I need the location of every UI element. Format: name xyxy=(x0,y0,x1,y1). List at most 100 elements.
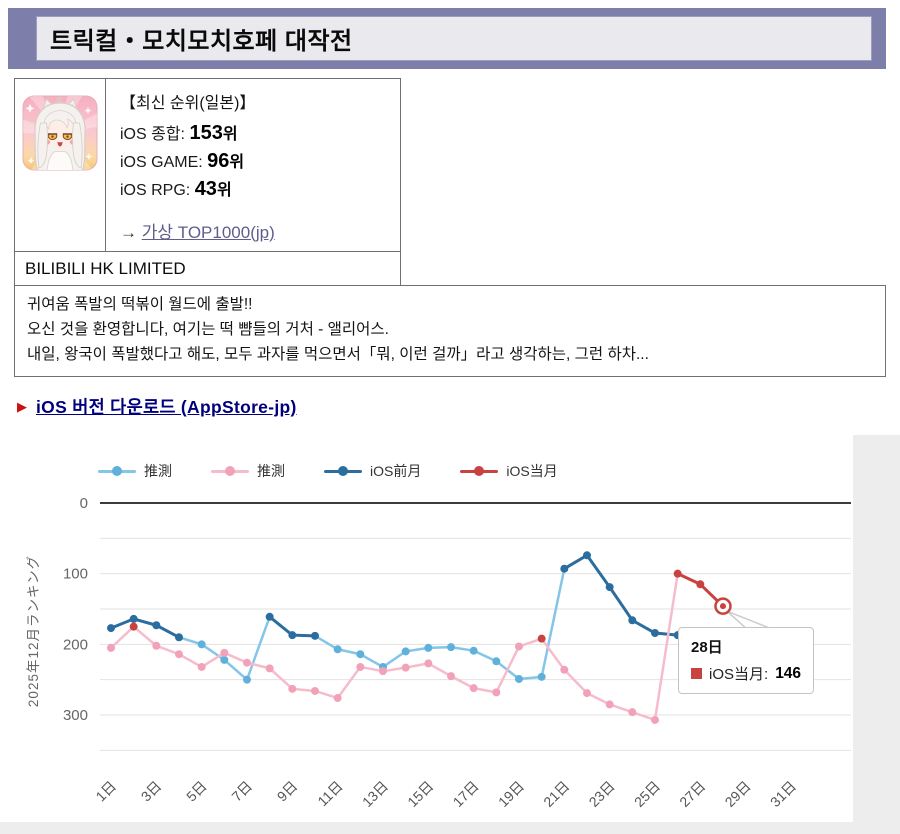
data-point[interactable] xyxy=(514,674,523,683)
legend-label: iOS前月 xyxy=(370,463,422,479)
series-0-segment xyxy=(472,649,498,663)
rank-line-rpg: iOS RPG: 43위 xyxy=(120,176,388,201)
data-point[interactable] xyxy=(605,583,614,592)
tooltip-row: iOS当月: 146 xyxy=(691,663,801,684)
series-0-segment xyxy=(359,652,385,669)
data-point[interactable] xyxy=(560,665,569,674)
title-bar: 트릭컬・모치모치호페 대작전 xyxy=(8,8,886,69)
data-point[interactable] xyxy=(650,715,659,724)
series-0-segment xyxy=(381,650,407,669)
data-point[interactable] xyxy=(605,700,614,709)
x-tick-label: 21日 xyxy=(540,778,572,810)
data-point[interactable] xyxy=(333,645,342,654)
data-point[interactable] xyxy=(152,641,161,650)
x-tick-label: 5日 xyxy=(183,778,210,805)
series-1-segment xyxy=(653,572,679,722)
data-point[interactable] xyxy=(401,647,410,656)
highlighted-point[interactable] xyxy=(719,603,726,610)
data-point[interactable] xyxy=(265,664,274,673)
rank-line-game: iOS GAME: 96위 xyxy=(120,148,388,173)
data-point[interactable] xyxy=(560,564,569,573)
data-point[interactable] xyxy=(492,688,501,697)
legend-item-推測[interactable]: 推測 xyxy=(211,461,285,481)
series-1-segment xyxy=(223,651,249,664)
data-point[interactable] xyxy=(242,675,251,684)
data-point[interactable] xyxy=(107,643,115,652)
legend-item-iOS前月[interactable]: iOS前月 xyxy=(324,461,421,481)
data-point[interactable] xyxy=(492,657,501,666)
data-point[interactable] xyxy=(265,612,274,621)
series-0-segment xyxy=(540,567,566,679)
series-0-segment xyxy=(585,553,612,589)
x-tick-label: 25日 xyxy=(631,778,663,810)
data-point[interactable] xyxy=(469,646,478,655)
legend-label: iOS当月 xyxy=(506,463,558,479)
rank-suffix: 위 xyxy=(222,126,238,143)
data-point[interactable] xyxy=(514,642,523,651)
data-point[interactable] xyxy=(628,616,637,625)
rank-value: 96 xyxy=(207,150,230,172)
series-0-segment xyxy=(200,643,226,662)
arrow-icon: → xyxy=(120,223,137,242)
rank-suffix: 위 xyxy=(229,154,245,171)
data-point[interactable] xyxy=(378,667,387,676)
series-0-segment xyxy=(245,615,271,681)
series-1-segment xyxy=(449,674,475,690)
data-point[interactable] xyxy=(469,684,478,693)
data-point[interactable] xyxy=(288,684,297,693)
data-point[interactable] xyxy=(242,658,251,667)
data-point[interactable] xyxy=(582,551,591,560)
data-point[interactable] xyxy=(310,631,319,640)
ios-download-link[interactable]: iOS 버전 다운로드 (AppStore-jp) xyxy=(36,397,297,417)
data-point[interactable] xyxy=(197,640,206,649)
download-row: ▶ iOS 버전 다운로드 (AppStore-jp) xyxy=(17,394,297,419)
top1000-link[interactable]: 가상 TOP1000(jp) xyxy=(141,223,275,242)
data-point[interactable] xyxy=(650,629,659,638)
data-point[interactable] xyxy=(696,580,705,589)
data-point[interactable] xyxy=(220,648,229,657)
ranking-chart[interactable]: 0 100 200 300 2025年12月ランキング 1日 3日 5日 7日 9日 11日 13日 1… xyxy=(0,435,900,834)
data-point[interactable] xyxy=(197,662,206,671)
data-point[interactable] xyxy=(582,689,591,698)
page-title: 트릭컬・모치모치호페 대작전 xyxy=(50,28,353,55)
data-point[interactable] xyxy=(174,633,183,642)
data-point[interactable] xyxy=(424,659,433,668)
data-point[interactable] xyxy=(537,634,546,643)
tooltip-value: 146 xyxy=(775,664,802,682)
data-point[interactable] xyxy=(129,622,138,631)
data-point[interactable] xyxy=(356,650,365,659)
legend-item-推測[interactable]: 推測 xyxy=(98,461,172,481)
legend-item-iOS当月[interactable]: iOS当月 xyxy=(460,461,558,481)
series-1-segment xyxy=(200,651,226,669)
x-tick-label: 11日 xyxy=(314,778,345,809)
data-point[interactable] xyxy=(628,708,637,717)
data-point[interactable] xyxy=(310,686,319,695)
data-point[interactable] xyxy=(152,621,161,630)
data-point[interactable] xyxy=(446,672,455,681)
data-point[interactable] xyxy=(446,643,455,652)
series-1-segment xyxy=(336,665,362,700)
data-point[interactable] xyxy=(424,643,433,652)
tooltip-callout-line xyxy=(726,610,747,629)
data-point[interactable] xyxy=(356,662,365,671)
y-axis-title: 2025年12月ランキング xyxy=(26,555,41,707)
x-tick-label: 29日 xyxy=(722,778,754,810)
title-inner-panel: 트릭컬・모치모치호페 대작전 xyxy=(36,16,872,61)
legend-label: 推測 xyxy=(257,463,285,479)
rank-header: 【최신 순위(일본)】 xyxy=(120,95,256,112)
app-icon xyxy=(22,95,98,171)
data-point[interactable] xyxy=(107,624,115,633)
data-point[interactable] xyxy=(673,569,682,578)
rank-suffix: 위 xyxy=(216,182,232,199)
tooltip-callout-line xyxy=(726,610,771,629)
data-point[interactable] xyxy=(129,614,138,623)
data-point[interactable] xyxy=(220,655,229,664)
data-point[interactable] xyxy=(288,631,297,640)
data-point[interactable] xyxy=(537,672,546,681)
data-point[interactable] xyxy=(401,663,410,672)
data-point[interactable] xyxy=(174,650,183,659)
x-tick-label: 1日 xyxy=(92,778,119,805)
series-0-segment xyxy=(109,617,136,630)
tooltip-series-label: iOS当月: xyxy=(709,666,769,683)
data-point[interactable] xyxy=(333,694,342,703)
